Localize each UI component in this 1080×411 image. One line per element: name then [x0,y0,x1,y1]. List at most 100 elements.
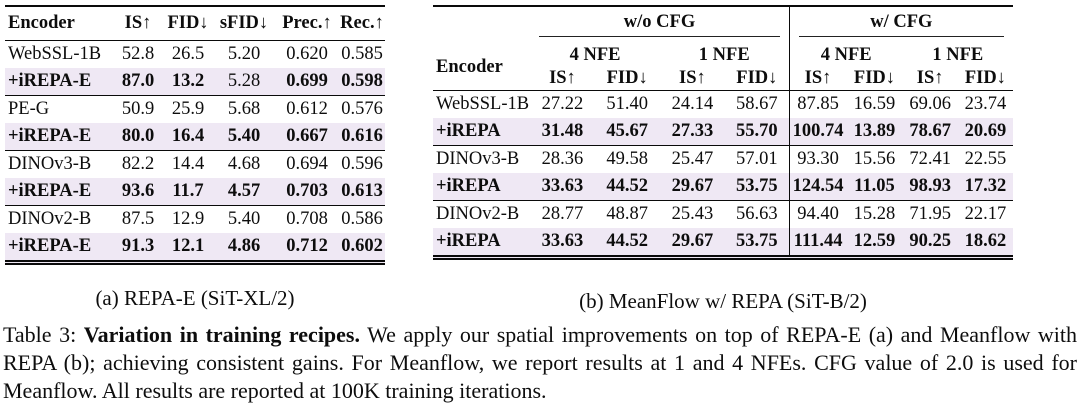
value-cell: 5.20 [227,44,261,65]
value-cell: 0.596 [339,150,385,178]
table-row: +iREPA 33.63 44.52 29.67 53.75 124.54 11.05 98.… [433,173,1013,201]
encoder-cell: +iREPA [436,176,501,197]
value-cell: 0.699 [286,71,328,92]
value-cell: 55.70 [736,121,778,142]
value-cell: 0.598 [341,71,383,92]
value-cell: 28.77 [530,200,595,228]
table-b-body: WebSSL-1B 27.22 51.40 24.14 58.67 87.85 16.59 6… [433,90,1013,258]
column-group-w-cfg: w/ CFG [788,6,1013,41]
value-cell: 53.75 [736,176,778,197]
column-header-4nfe: 4 NFE [569,44,621,65]
wo-cfg-label: w/o CFG [539,7,780,37]
value-cell: 0.708 [275,205,339,233]
column-header-rec: Rec.↑ [339,6,385,41]
column-header-fid: FID↓ [846,66,903,91]
value-cell: 71.95 [902,200,958,228]
value-cell: 52.8 [121,44,155,65]
column-header-4nfe: 4 NFE [788,41,903,66]
value-cell: 11.05 [854,176,895,197]
column-header-is: IS↑ [902,66,958,91]
blank-cell [433,6,530,41]
value-cell: 31.48 [541,121,584,142]
value-cell: 15.56 [846,145,903,173]
value-cell: 29.67 [671,176,714,197]
subcaption-b: (b) MeanFlow w/ REPA (SiT-B/2) [579,289,867,313]
panel-repa-e: Encoder IS↑ FID↓ sFID↓ Prec.↑ Rec.↑ WebS… [5,5,385,311]
table-row: +iREPA-E 91.3 12.1 4.86 0.712 0.602 [5,233,385,263]
encoder-cell: DINOv3-B [433,145,531,173]
value-cell: 5.40 [227,126,261,147]
column-header-is: IS↑ [788,66,847,91]
value-cell: 4.86 [227,236,261,257]
table-a-body: WebSSL-1B 52.8 26.5 5.20 0.620 0.585 +iREPA-E 8… [5,41,385,263]
table-row: DINOv3-B 82.2 14.4 4.68 0.694 0.596 [5,150,385,178]
value-cell: 4.57 [227,181,261,202]
column-header-is: IS↑ [113,6,163,41]
value-cell: 22.17 [957,200,1013,228]
table-row: +iREPA 33.63 44.52 29.67 53.75 111.44 12.59 90.… [433,228,1013,258]
value-cell: 22.55 [957,145,1013,173]
table-row: PE-G 50.9 25.9 5.68 0.612 0.576 [5,95,385,123]
column-header-is: IS↑ [530,66,595,91]
value-cell: 90.25 [909,231,951,252]
value-cell: 0.667 [286,126,328,147]
encoder-cell: DINOv3-B [5,150,113,178]
value-cell: 0.620 [286,44,328,65]
column-header-is: IS↑ [659,66,725,91]
caption-body: We apply our spatial improvements on top… [3,322,1078,403]
encoder-cell: +iREPA [436,231,501,252]
value-cell: 45.67 [606,121,648,142]
table-row: +iREPA-E 87.0 13.2 5.28 0.699 0.598 [5,68,385,96]
value-cell: 16.4 [171,126,205,147]
value-cell: 12.59 [853,231,896,252]
value-cell: 27.33 [671,121,714,142]
value-cell: 0.694 [275,150,339,178]
value-cell: 0.586 [339,205,385,233]
encoder-cell: +iREPA [436,121,501,142]
value-cell: 57.01 [724,145,790,173]
value-cell: 13.2 [171,71,205,92]
value-cell: 44.52 [606,231,648,252]
value-cell: 14.4 [163,150,213,178]
encoder-cell: +iREPA-E [8,236,92,257]
encoder-cell: +iREPA-E [8,71,92,92]
value-cell: 87.5 [113,205,163,233]
caption-title: Variation in training recipes. [83,322,360,347]
value-cell: 5.28 [227,71,261,92]
value-cell: 72.41 [902,145,958,173]
value-cell: 0.585 [341,44,383,65]
repa-e-table: Encoder IS↑ FID↓ sFID↓ Prec.↑ Rec.↑ WebS… [5,5,385,265]
value-cell: 5.68 [213,95,275,123]
value-cell: 100.74 [788,118,847,146]
value-cell: 87.0 [121,71,155,92]
value-cell: 0.602 [341,236,383,257]
value-cell: 33.63 [541,231,584,252]
value-cell: 82.2 [113,150,163,178]
value-cell: 93.30 [788,145,847,173]
value-cell: 13.89 [853,121,896,142]
column-header-1nfe: 1 NFE [932,44,984,65]
value-cell: 16.59 [853,94,896,115]
column-header-fid: FID↓ [163,6,213,41]
value-cell: 0.613 [341,181,383,202]
value-cell: 17.32 [964,176,1007,197]
column-header-fid: FID↓ [724,66,790,91]
value-cell: 12.9 [163,205,213,233]
value-cell: 25.9 [163,95,213,123]
encoder-cell: PE-G [5,95,113,123]
w-cfg-label: w/ CFG [798,7,1004,37]
value-cell: 111.44 [788,228,847,258]
value-cell: 20.69 [964,121,1007,142]
column-header-sfid: sFID↓ [213,6,275,41]
value-cell: 27.22 [541,94,584,115]
column-group-wo-cfg: w/o CFG [530,6,789,41]
value-cell: 50.9 [113,95,163,123]
value-cell: 93.6 [121,181,155,202]
table-row: +iREPA-E 80.0 16.4 5.40 0.667 0.616 [5,123,385,151]
value-cell: 98.93 [909,176,951,197]
value-cell: 23.74 [964,94,1007,115]
value-cell: 91.3 [121,236,155,257]
value-cell: 87.85 [788,90,847,118]
table-row: WebSSL-1B 52.8 26.5 5.20 0.620 0.585 [5,41,385,69]
column-header-prec: Prec.↑ [275,6,339,41]
